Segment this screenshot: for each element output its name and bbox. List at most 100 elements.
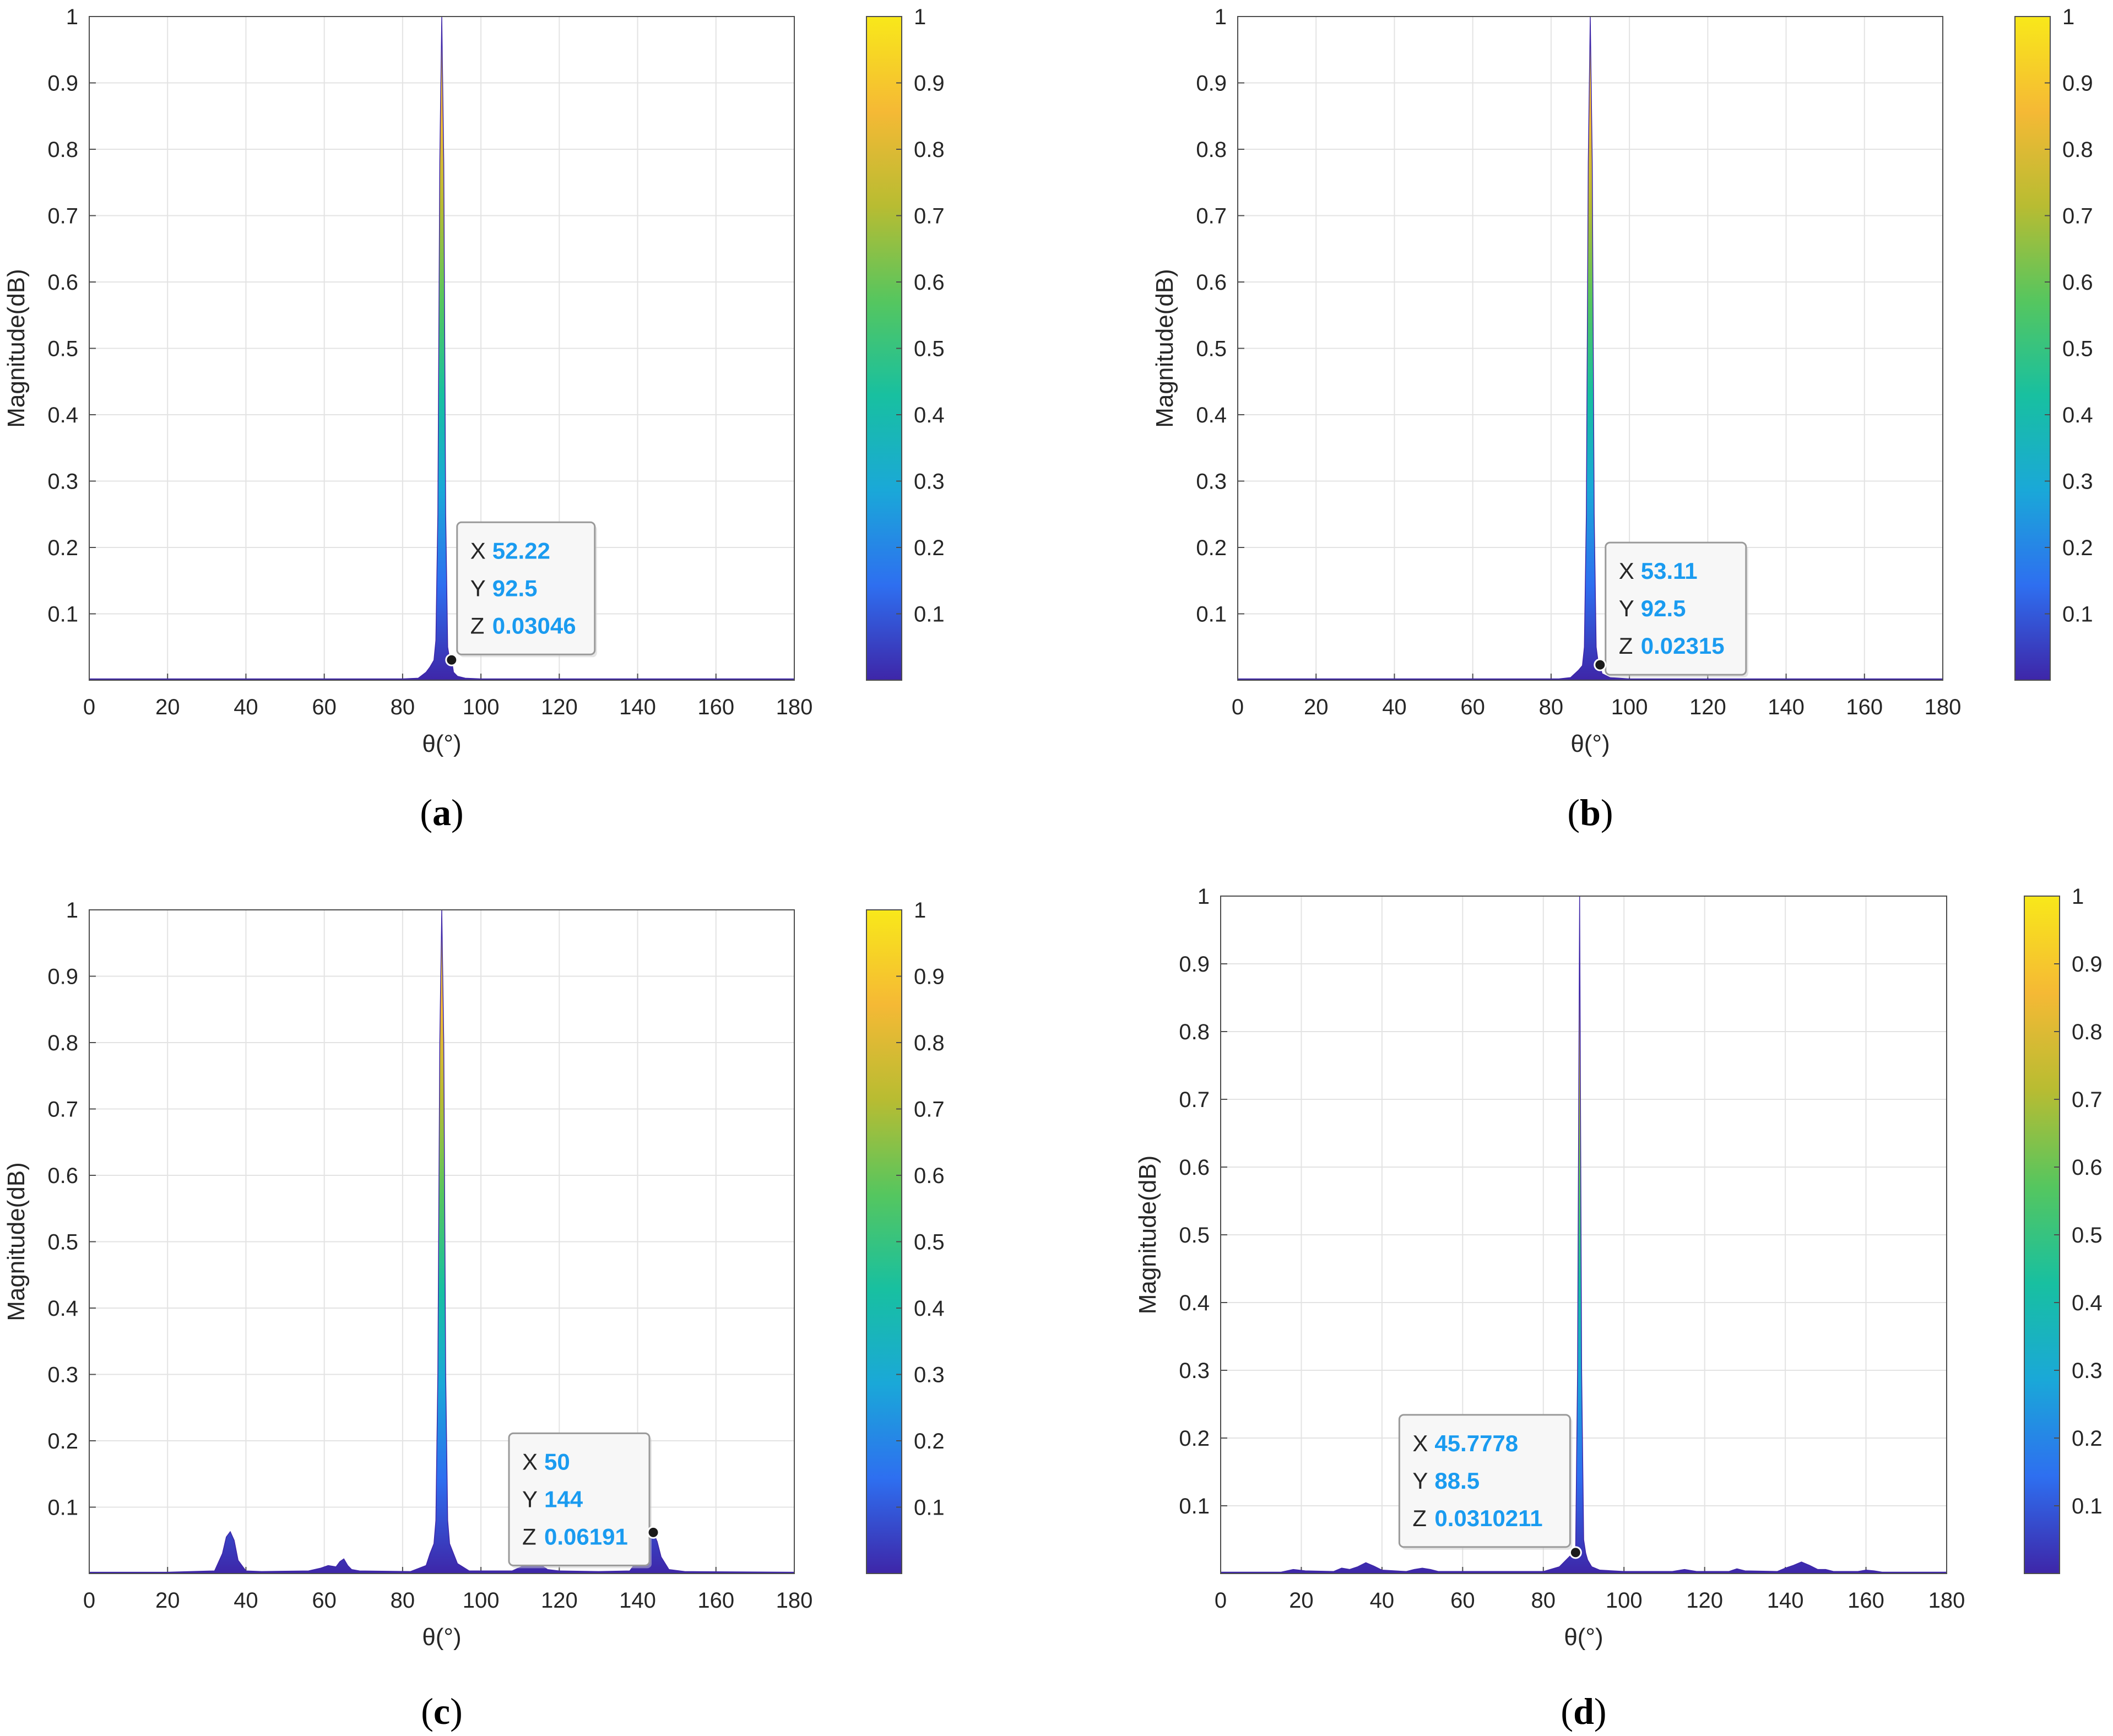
- y-tick-label: 0.9: [1179, 952, 1210, 977]
- panel-caption: (b): [1567, 791, 1613, 833]
- datatip-box: [456, 521, 596, 655]
- x-tick-label: 180: [1925, 695, 1962, 719]
- colorbar-tick-label: 0.7: [2062, 204, 2093, 229]
- x-tick-label: 80: [391, 1588, 415, 1613]
- datatip-key-z: Z: [522, 1523, 537, 1549]
- y-tick-label: 0.9: [47, 965, 78, 989]
- y-tick-label: 0.2: [47, 536, 78, 560]
- colorbar-tick-label: 0.3: [914, 1363, 945, 1387]
- colorbar-tick-label: 0.9: [914, 72, 945, 96]
- datatip-key-z: Z: [1412, 1505, 1427, 1531]
- panel-caption: (c): [421, 1690, 463, 1732]
- y-axis-label: Magnitude(dB): [3, 1162, 30, 1321]
- colorbar-tick-label: 1: [914, 5, 926, 29]
- x-tick-label: 120: [541, 695, 578, 719]
- x-tick-label: 120: [1689, 695, 1726, 719]
- x-tick-label: 80: [391, 695, 415, 719]
- colorbar-tick-label: 0.8: [914, 1031, 945, 1055]
- series-area-spectrum: [89, 16, 795, 681]
- datatip-marker[interactable]: [647, 1526, 660, 1539]
- panel-caption-letter: c: [434, 1690, 450, 1732]
- plot-frame: [1237, 16, 1943, 681]
- y-tick-label: 0.1: [1179, 1494, 1210, 1518]
- colorbar-tick-label: 0.5: [914, 1230, 945, 1255]
- colorbar-tick-label: 0.6: [914, 270, 945, 295]
- panel-b: 0 20 40 60 80 100 120 140 160 180 0.1 0.2 0.3 0.4 0.5 0…: [1151, 5, 2093, 833]
- y-tick-label: 0.9: [1196, 72, 1227, 96]
- panel-caption: (d): [1561, 1690, 1606, 1732]
- x-tick-label: 120: [541, 1588, 578, 1613]
- colorbar-tick-label: 0.9: [914, 965, 945, 989]
- y-tick-label: 0.7: [47, 1098, 78, 1122]
- x-tick-label: 140: [619, 1588, 656, 1613]
- x-tick-label: 20: [1289, 1588, 1314, 1613]
- y-tick-label: 0.7: [47, 204, 78, 229]
- plot-frame: [1220, 896, 1947, 1574]
- x-axis-label: θ(°): [1564, 1624, 1603, 1651]
- y-tick-label: 0.7: [1196, 204, 1227, 229]
- x-tick-label: 140: [1768, 695, 1805, 719]
- datatip-value-z: 0.06191: [544, 1523, 628, 1549]
- y-tick-label: 0.5: [1196, 337, 1227, 361]
- y-tick-label: 0.8: [47, 138, 78, 162]
- datatip-marker[interactable]: [1569, 1546, 1582, 1559]
- y-axis-label: Magnitude(dB): [1134, 1155, 1161, 1315]
- y-tick-label: 0.4: [47, 1296, 78, 1321]
- x-tick-label: 60: [1450, 1588, 1475, 1613]
- colorbar-tick-label: 0.1: [914, 1496, 945, 1520]
- datatip[interactable]: X 50Y 144 Z 0.06191: [508, 1432, 652, 1569]
- colorbar-tick-label: 0.2: [2072, 1426, 2103, 1451]
- colorbar-tick-label: 0.1: [914, 603, 945, 627]
- colorbar-tick-label: 1: [2072, 885, 2084, 909]
- datatip-key-x: X: [522, 1449, 538, 1474]
- colorbar-tick-label: 0.1: [2072, 1494, 2103, 1518]
- colorbar-tick-label: 0.4: [2062, 403, 2093, 427]
- colorbar-tick-label: 0.6: [914, 1164, 945, 1188]
- colorbar-tick-label: 0.7: [2072, 1088, 2103, 1112]
- y-tick-label: 0.4: [47, 403, 78, 427]
- y-tick-label: 0.4: [1179, 1291, 1210, 1315]
- datatip[interactable]: X 52.22Y 92.5 Z 0.03046: [456, 521, 597, 658]
- y-tick-label: 0.2: [1179, 1426, 1210, 1451]
- datatip[interactable]: X 53.11 Y 92.5 Z 0.02315: [1605, 541, 1748, 678]
- y-tick-label: 0.6: [1196, 270, 1227, 295]
- y-tick-label: 0.1: [1196, 603, 1227, 627]
- x-tick-label: 120: [1686, 1588, 1723, 1613]
- colorbar-tick-label: 0.6: [2062, 270, 2093, 295]
- panel-a: 0 20 40 60 80 100 120 140 160 180 0.1 0.2 0.3 0.4 0.5 0…: [3, 5, 945, 833]
- datatip-value-x: 53.11: [1641, 558, 1698, 584]
- y-tick-label: 1: [1198, 885, 1210, 909]
- datatip-value-z: 0.02315: [1641, 633, 1725, 659]
- colorbar-tick-label: 0.8: [2072, 1020, 2103, 1044]
- x-tick-label: 80: [1531, 1588, 1556, 1613]
- y-tick-label: 0.1: [47, 1496, 78, 1520]
- plot-frame: [89, 909, 795, 1574]
- colorbar-tick-label: 0.9: [2062, 72, 2093, 96]
- y-tick-label: 0.5: [47, 1230, 78, 1255]
- x-tick-label: 160: [1847, 1588, 1884, 1613]
- datatip-marker[interactable]: [445, 653, 458, 666]
- datatip-marker[interactable]: [1594, 658, 1607, 671]
- panel-caption: (a): [420, 791, 463, 833]
- y-tick-label: 1: [66, 5, 78, 29]
- colorbar-tick-label: 0.5: [914, 337, 945, 361]
- x-axis-label: θ(°): [422, 1624, 461, 1651]
- datatip-key-y: Y: [470, 575, 486, 601]
- datatip-box: [1398, 1414, 1571, 1548]
- datatip-value-y: 88.5: [1434, 1468, 1480, 1494]
- y-tick-label: 0.3: [47, 470, 78, 494]
- datatip-value-y: 144: [544, 1486, 583, 1512]
- datatip-value-z: 0.03046: [492, 612, 576, 638]
- colorbar-tick-label: 0.7: [914, 1098, 945, 1122]
- panel-caption-letter: d: [1573, 1690, 1594, 1732]
- y-tick-label: 0.7: [1179, 1088, 1210, 1112]
- y-tick-label: 0.6: [47, 1164, 78, 1188]
- datatip-key-y: Y: [522, 1486, 538, 1512]
- x-tick-label: 160: [1846, 695, 1883, 719]
- x-axis-label: θ(°): [422, 730, 461, 757]
- datatip-box: [508, 1432, 651, 1566]
- x-tick-label: 100: [1611, 695, 1648, 719]
- y-tick-label: 0.3: [47, 1363, 78, 1387]
- x-tick-label: 60: [1460, 695, 1485, 719]
